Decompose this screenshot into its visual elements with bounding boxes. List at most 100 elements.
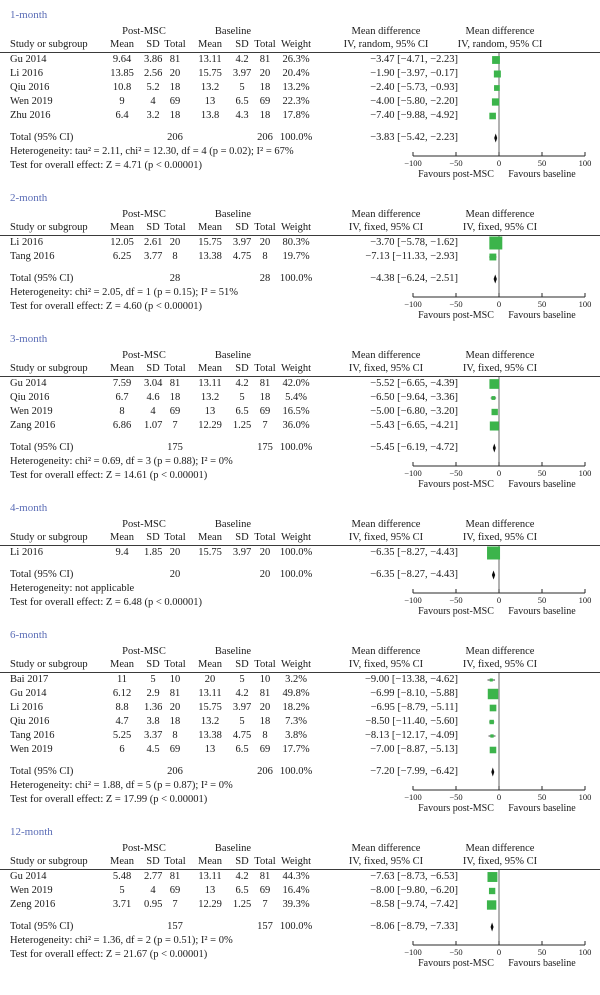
group-header-row: Post-MSC Baseline Mean difference <box>0 208 600 221</box>
weight-column-header: Weight <box>280 39 312 50</box>
total-weight: 100.0% <box>279 442 313 453</box>
base-sd-value: 4.2 <box>235 54 249 65</box>
base-sd-value: 6.5 <box>235 885 249 896</box>
post-total-value: 81 <box>169 54 181 65</box>
md-ci-text: −5.43 [−6.65, −4.21] <box>370 420 458 431</box>
base-total-header: Total <box>254 659 276 670</box>
post-total-value: 18 <box>169 82 181 93</box>
study-row: Zang 2016 6.86 1.07 7 12.29 1.25 7 36.0%… <box>0 419 600 433</box>
post-total-value: 81 <box>169 871 181 882</box>
total-row: Total (95% CI) 28 28 100.0% −4.38 [−6.24… <box>0 272 600 286</box>
post-total-value: 18 <box>169 716 181 727</box>
axis-tick-label: −100 <box>404 158 422 168</box>
post-total-value: 8 <box>172 251 178 262</box>
column-header-row: Study or subgroup Mean SD Total Mean SD … <box>0 362 600 375</box>
group-header-row: Post-MSC Baseline Mean difference <box>0 518 600 531</box>
post-msc-group-header: Post-MSC <box>122 209 166 220</box>
column-header-row: Study or subgroup Mean SD Total Mean SD … <box>0 221 600 234</box>
study-name: Qiu 2016 <box>10 716 50 727</box>
md-ci-text: −5.00 [−6.80, −3.20] <box>370 406 458 417</box>
post-mean-header: Mean <box>110 222 134 233</box>
post-sd-value: 2.9 <box>146 688 160 699</box>
base-sd-value: 6.5 <box>235 406 249 417</box>
base-total-value: 20 <box>259 68 271 79</box>
base-total-value: 69 <box>259 744 271 755</box>
axis-tick-label: −100 <box>404 947 422 957</box>
md-ci-text: −7.40 [−9.88, −4.92] <box>370 110 458 121</box>
post-mean-value: 8 <box>119 406 125 417</box>
total-label: Total (95% CI) <box>10 273 74 284</box>
study-column-header: Study or subgroup <box>10 39 88 50</box>
study-row: Bai 2017 11 5 10 20 5 10 3.2% −9.00 [−13… <box>0 673 600 687</box>
favours-left-label: Favours post-MSC <box>418 803 494 814</box>
study-row: Gu 2014 6.12 2.9 81 13.11 4.2 81 49.8% −… <box>0 687 600 701</box>
axis-tick-label: 50 <box>538 792 547 802</box>
post-total-value: 69 <box>169 885 181 896</box>
effect-marker <box>494 85 500 91</box>
axis-tick-label: −50 <box>449 947 462 957</box>
total-post-total: 28 <box>169 273 181 284</box>
weight-value: 36.0% <box>282 420 310 431</box>
forest-plot: −100 −50 0 50 100 Favours post-MSC Favours bas… <box>404 673 591 814</box>
md-column-header-line2: IV, fixed, 95% CI <box>348 222 424 233</box>
section-body: Mean difference IV, fixed, 95% CI Post-M… <box>0 518 600 624</box>
study-name: Zhu 2016 <box>10 110 51 121</box>
base-mean-value: 13 <box>204 96 216 107</box>
base-total-value: 18 <box>259 716 271 727</box>
base-sd-header: SD <box>235 222 249 233</box>
post-total-value: 7 <box>172 899 178 910</box>
post-mean-value: 12.05 <box>110 237 134 248</box>
md-column-header-line1: Mean difference <box>351 843 421 854</box>
base-total-value: 18 <box>259 82 271 93</box>
heterogeneity-note: Heterogeneity: chi² = 1.36, df = 2 (p = … <box>10 935 233 946</box>
axis-tick-label: 100 <box>579 158 592 168</box>
study-column-header: Study or subgroup <box>10 856 88 867</box>
base-mean-value: 13 <box>204 744 216 755</box>
post-total-header: Total <box>164 39 186 50</box>
base-total-value: 81 <box>259 688 271 699</box>
base-mean-header: Mean <box>198 856 222 867</box>
study-row: Tang 2016 6.25 3.77 8 13.38 4.75 8 19.7%… <box>0 250 600 264</box>
section-label: 3-month <box>10 333 48 345</box>
column-header-row: Study or subgroup Mean SD Total Mean SD … <box>0 531 600 544</box>
effect-marker <box>489 704 497 712</box>
post-total-value: 20 <box>169 702 181 713</box>
axis-tick-label: 50 <box>538 947 547 957</box>
base-sd-value: 5 <box>239 716 245 727</box>
post-msc-group-header: Post-MSC <box>122 646 166 657</box>
base-mean-value: 13 <box>204 406 216 417</box>
study-row: Tang 2016 5.25 3.37 8 13.38 4.75 8 3.8% … <box>0 729 600 743</box>
overall-effect-note: Test for overall effect: Z = 4.71 (p < 0… <box>10 160 202 171</box>
base-mean-value: 13.11 <box>198 688 222 699</box>
study-name: Tang 2016 <box>10 251 55 262</box>
md-ci-text: −3.70 [−5.78, −1.62] <box>370 237 458 248</box>
post-mean-value: 9.64 <box>112 54 132 65</box>
total-label: Total (95% CI) <box>10 442 74 453</box>
total-row: Total (95% CI) 157 157 100.0% −8.06 [−8.… <box>0 920 600 934</box>
base-mean-header: Mean <box>198 659 222 670</box>
effect-marker <box>492 56 500 64</box>
pooled-diamond <box>490 922 494 932</box>
post-sd-value: 3.37 <box>144 730 163 741</box>
weight-value: 7.3% <box>285 716 307 727</box>
total-post-total: 206 <box>167 132 183 143</box>
axis-tick-label: 0 <box>497 595 501 605</box>
base-sd-value: 4.75 <box>232 730 252 741</box>
post-total-value: 8 <box>172 730 178 741</box>
base-total-header: Total <box>254 856 276 867</box>
study-name: Li 2016 <box>10 68 43 79</box>
weight-column-header: Weight <box>280 659 312 670</box>
axis-tick-label: −50 <box>449 468 462 478</box>
base-sd-value: 5 <box>239 82 245 93</box>
axis-tick-label: 0 <box>497 158 501 168</box>
md-ci-text: −4.00 [−5.80, −2.20] <box>370 96 458 107</box>
post-mean-value: 9.4 <box>115 547 129 558</box>
study-row: Qiu 2016 10.8 5.2 18 13.2 5 18 13.2% −2.… <box>0 81 600 95</box>
base-total-value: 18 <box>259 392 271 403</box>
base-sd-value: 4.3 <box>235 110 249 121</box>
base-mean-value: 13.38 <box>198 730 222 741</box>
study-name: Zeng 2016 <box>10 899 56 910</box>
total-md-ci-text: −7.20 [−7.99, −6.42] <box>370 766 458 777</box>
favours-right-label: Favours baseline <box>508 606 576 617</box>
base-total-value: 20 <box>259 237 271 248</box>
